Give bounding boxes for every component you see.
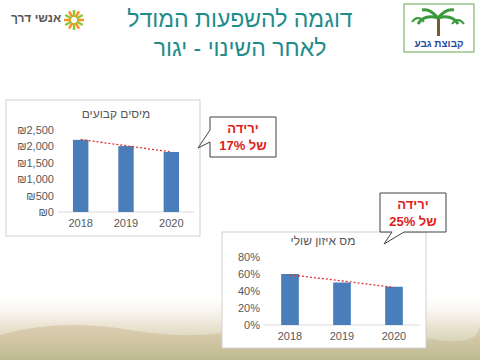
- bar: [164, 152, 179, 212]
- logo-text: אנשי דרך: [11, 11, 61, 25]
- slide-title: לאחר השינוי - יגור: [154, 35, 327, 61]
- logo-text: קבוצת גבע: [414, 38, 463, 49]
- callout: [198, 117, 276, 157]
- chart: מס איזון שולי 0% 20% 40% 60% 80% 2018 2019 2020 י…: [222, 193, 446, 348]
- trend-line: [290, 275, 394, 288]
- y-tick-label: 40%: [238, 285, 260, 297]
- tick-mark: [262, 257, 264, 258]
- tick-mark: [56, 162, 58, 163]
- logo-right: קבוצת גבע: [404, 4, 474, 52]
- x-tick-label: 2020: [382, 330, 406, 342]
- annotation: ירידה: [227, 121, 258, 136]
- y-tick-label: ₪2,000: [17, 140, 54, 152]
- callout: [380, 193, 446, 244]
- tick-mark: [262, 274, 264, 275]
- y-tick-label: ₪2,500: [17, 124, 54, 136]
- tick-mark: [262, 325, 264, 326]
- x-tick-label: 2018: [68, 217, 92, 229]
- bar: [281, 274, 299, 325]
- logo-ray: [73, 23, 76, 30]
- y-tick-label: ₪1,000: [17, 173, 54, 185]
- bar: [73, 140, 88, 212]
- y-tick-label: 0%: [244, 319, 260, 331]
- y-tick-label: ₪0: [39, 206, 54, 218]
- x-tick-label: 2020: [159, 217, 183, 229]
- slide: דוגמה להשפעות המודל לאחר השינוי - יגור קבו…: [0, 0, 480, 360]
- logo-ray: [76, 23, 80, 29]
- bar: [118, 146, 133, 212]
- annotation: של 25%: [389, 214, 437, 229]
- logo-trunk: [437, 18, 440, 36]
- y-tick-label: ₪1,500: [17, 157, 54, 169]
- annotation: ירידה: [397, 197, 428, 212]
- y-tick-label: 20%: [238, 302, 260, 314]
- y-tick-label: 60%: [238, 268, 260, 280]
- tick-mark: [262, 291, 264, 292]
- chart-frame: [6, 100, 200, 236]
- logo-ray: [77, 19, 84, 22]
- tick-mark: [56, 195, 58, 196]
- logo-frame: [404, 4, 474, 52]
- tick-mark: [56, 146, 58, 147]
- logo-ray: [64, 19, 71, 22]
- plot-marks: [281, 274, 403, 325]
- tick-mark: [262, 308, 264, 309]
- y-tick-label: ₪500: [26, 190, 54, 202]
- chart-frame: [222, 232, 426, 348]
- logo-ray: [77, 15, 83, 19]
- chart: מיסים קבועים ₪0 ₪500 ₪1,000 ₪1,500 ₪2,000 ₪2,5…: [6, 100, 276, 236]
- logo-ray: [65, 22, 71, 26]
- plot-marks: [73, 140, 179, 212]
- logo-left: אנשי דרך: [11, 10, 84, 30]
- chart-title: מס איזון שולי: [291, 234, 356, 248]
- tick-mark: [56, 130, 58, 131]
- y-tick-label: 80%: [238, 251, 260, 263]
- logo-ray: [73, 10, 76, 17]
- x-tick-label: 2019: [330, 330, 354, 342]
- slide-title: דוגמה להשפעות המודל: [127, 6, 353, 32]
- chart-title: מיסים קבועים: [82, 107, 151, 121]
- bar: [333, 283, 351, 326]
- logo-leaves: [412, 18, 464, 24]
- logo-ray: [69, 11, 73, 17]
- bar: [385, 287, 403, 325]
- x-tick-label: 2018: [278, 330, 302, 342]
- trend-line: [81, 140, 172, 152]
- annotation: של 17%: [219, 138, 267, 153]
- tick-mark: [56, 212, 58, 213]
- x-tick-label: 2019: [114, 217, 138, 229]
- tick-mark: [56, 179, 58, 180]
